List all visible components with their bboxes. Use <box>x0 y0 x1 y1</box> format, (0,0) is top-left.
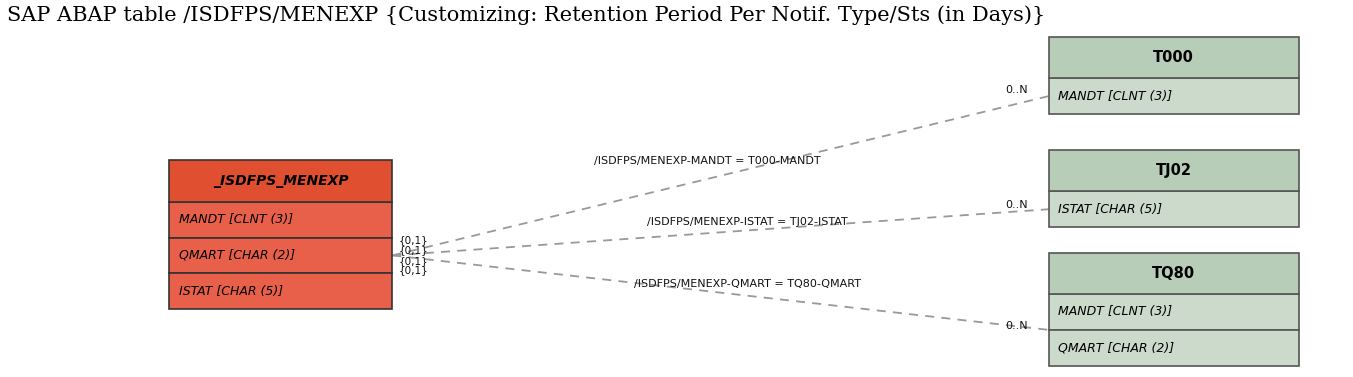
Text: 0..N: 0..N <box>1005 321 1028 331</box>
Text: MANDT [CLNT (3)]: MANDT [CLNT (3)] <box>1058 90 1172 103</box>
Text: {0,1}: {0,1} <box>399 265 429 276</box>
FancyBboxPatch shape <box>1049 294 1299 330</box>
FancyBboxPatch shape <box>1049 150 1299 192</box>
Text: {0,1}: {0,1} <box>399 256 429 266</box>
FancyBboxPatch shape <box>1049 330 1299 366</box>
Text: {0,1}: {0,1} <box>399 245 429 255</box>
Text: TJ02: TJ02 <box>1155 163 1192 178</box>
Text: TQ80: TQ80 <box>1153 266 1195 281</box>
Text: SAP ABAP table /ISDFPS/MENEXP {Customizing: Retention Period Per Notif. Type/Sts: SAP ABAP table /ISDFPS/MENEXP {Customizi… <box>7 6 1045 25</box>
Text: /ISDFPS/MENEXP-QMART = TQ80-QMART: /ISDFPS/MENEXP-QMART = TQ80-QMART <box>635 279 861 289</box>
FancyBboxPatch shape <box>1049 78 1299 114</box>
Text: MANDT [CLNT (3)]: MANDT [CLNT (3)] <box>179 213 292 226</box>
Text: ISTAT [CHAR (5)]: ISTAT [CHAR (5)] <box>1058 203 1162 216</box>
Text: QMART [CHAR (2)]: QMART [CHAR (2)] <box>179 249 295 262</box>
FancyBboxPatch shape <box>1049 192 1299 227</box>
FancyBboxPatch shape <box>1049 37 1299 78</box>
Text: 0..N: 0..N <box>1005 201 1028 210</box>
FancyBboxPatch shape <box>169 160 392 202</box>
FancyBboxPatch shape <box>169 273 392 309</box>
Text: T000: T000 <box>1153 50 1195 65</box>
Text: 0..N: 0..N <box>1005 86 1028 95</box>
Text: ISTAT [CHAR (5)]: ISTAT [CHAR (5)] <box>179 285 283 298</box>
FancyBboxPatch shape <box>1049 253 1299 294</box>
Text: /ISDFPS/MENEXP-ISTAT = TJ02-ISTAT: /ISDFPS/MENEXP-ISTAT = TJ02-ISTAT <box>647 217 848 227</box>
Text: _ISDFPS_MENEXP: _ISDFPS_MENEXP <box>212 174 349 188</box>
Text: /ISDFPS/MENEXP-MANDT = T000-MANDT: /ISDFPS/MENEXP-MANDT = T000-MANDT <box>594 156 820 166</box>
FancyBboxPatch shape <box>169 202 392 238</box>
Text: QMART [CHAR (2)]: QMART [CHAR (2)] <box>1058 341 1174 354</box>
Text: MANDT [CLNT (3)]: MANDT [CLNT (3)] <box>1058 305 1172 319</box>
Text: {0,1}: {0,1} <box>399 235 429 245</box>
FancyBboxPatch shape <box>169 238 392 273</box>
